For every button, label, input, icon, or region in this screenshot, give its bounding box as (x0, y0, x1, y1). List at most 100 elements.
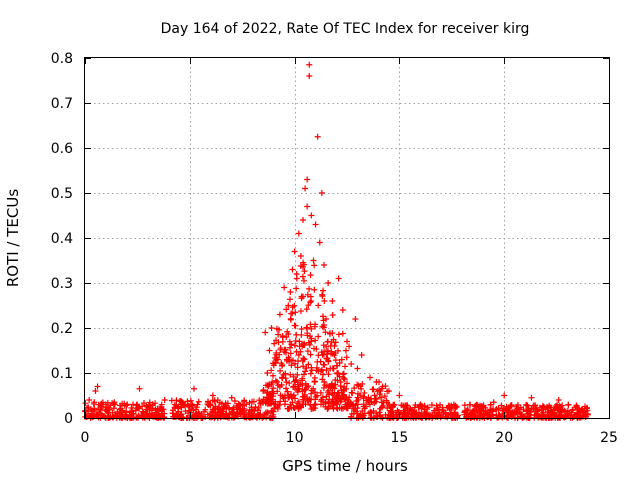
data-point (531, 412, 538, 419)
data-point (334, 377, 341, 384)
data-point (348, 389, 355, 396)
data-point (135, 412, 142, 419)
data-point (314, 392, 321, 399)
data-point (368, 395, 375, 402)
data-point (299, 217, 306, 223)
data-point (351, 385, 358, 392)
data-point (367, 414, 374, 421)
data-point (186, 407, 193, 414)
data-point (314, 133, 321, 140)
data-point (360, 393, 367, 400)
data-point (310, 257, 317, 264)
data-point (251, 407, 258, 414)
data-point (319, 351, 326, 358)
data-point (124, 414, 131, 421)
data-point (311, 286, 318, 293)
data-point (306, 341, 313, 348)
data-point (237, 410, 244, 417)
data-point (279, 374, 286, 381)
data-point (423, 414, 430, 421)
x-axis: 0 5 10 15 20 25 (81, 58, 618, 446)
data-point (211, 414, 218, 421)
data-point (312, 221, 319, 228)
data-point (307, 321, 314, 328)
data-point (290, 357, 297, 364)
data-point (365, 394, 372, 401)
data-point (148, 407, 155, 414)
data-point (428, 401, 435, 408)
data-point (339, 307, 346, 313)
data-point (281, 346, 288, 353)
data-point (286, 344, 293, 351)
data-point (302, 185, 309, 192)
data-point (271, 405, 278, 412)
data-point (561, 414, 568, 421)
data-point (222, 402, 229, 409)
data-point (312, 393, 319, 400)
data-point (319, 394, 326, 401)
data-point (385, 388, 392, 394)
data-point (290, 373, 297, 380)
data-point (276, 311, 283, 318)
data-point (287, 391, 294, 398)
data-point (473, 406, 480, 413)
data-point (274, 378, 281, 385)
data-point (363, 397, 370, 404)
data-point (315, 333, 322, 340)
y-tick-label: 0.8 (51, 51, 73, 67)
data-point (299, 273, 306, 280)
data-point (285, 354, 292, 361)
data-point (216, 399, 223, 406)
data-point (527, 409, 534, 416)
data-point (526, 411, 533, 418)
data-point (303, 365, 310, 372)
data-point (474, 402, 481, 409)
data-point (337, 396, 344, 403)
data-point (558, 408, 565, 415)
data-point (465, 414, 472, 421)
data-point (435, 411, 442, 418)
data-point (363, 403, 370, 410)
data-point (388, 408, 395, 415)
data-point (311, 389, 318, 396)
data-point (231, 410, 238, 417)
data-point (514, 414, 521, 421)
data-point (182, 408, 189, 415)
data-point (266, 395, 273, 402)
data-point (281, 284, 288, 291)
data-point (128, 404, 135, 411)
data-point (186, 414, 193, 421)
data-point (94, 383, 101, 390)
data-point (354, 405, 361, 412)
data-point (307, 401, 314, 408)
data-point (265, 383, 272, 390)
data-point (211, 398, 218, 405)
data-point (228, 394, 235, 401)
data-point (312, 337, 319, 344)
data-point (127, 409, 134, 416)
data-point (411, 404, 418, 411)
data-point (304, 203, 311, 210)
data-point (338, 356, 345, 363)
data-point (190, 385, 197, 392)
data-point (477, 410, 484, 417)
data-point (263, 397, 270, 404)
data-point (336, 373, 343, 380)
y-tick-label: 0.4 (51, 231, 73, 247)
data-point (250, 398, 257, 405)
data-point (320, 342, 327, 349)
data-point (328, 380, 335, 387)
data-point (341, 376, 348, 383)
data-point (576, 412, 583, 419)
data-point (300, 355, 307, 362)
data-point (319, 371, 326, 378)
data-point (308, 212, 315, 219)
data-point (318, 366, 325, 373)
data-point (212, 403, 219, 410)
y-axis-title: ROTI / TECUs (4, 189, 22, 287)
data-point (283, 306, 290, 313)
data-point (536, 404, 543, 411)
data-point (379, 399, 386, 406)
data-point (277, 392, 284, 399)
data-point (152, 406, 159, 413)
